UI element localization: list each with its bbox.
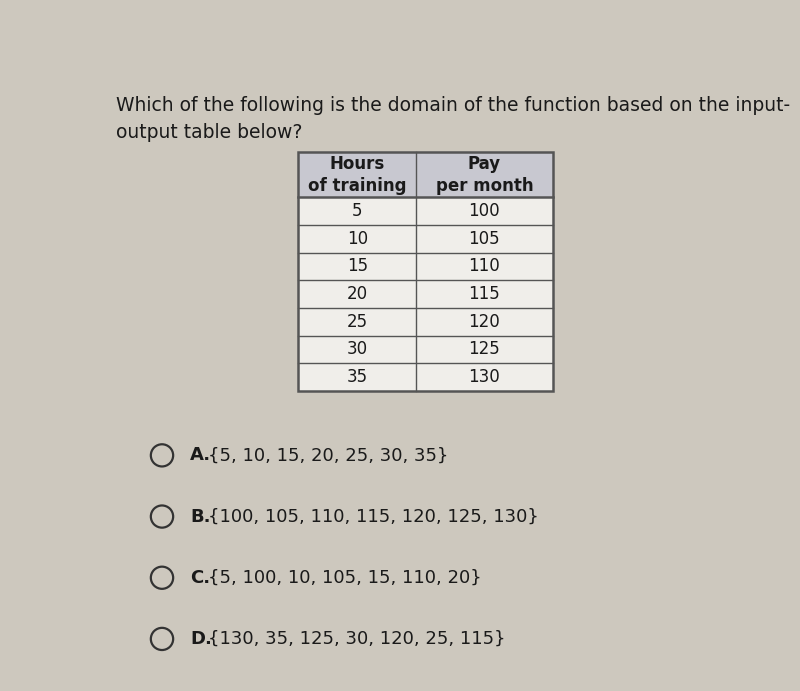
Text: D.: D. <box>190 630 212 648</box>
Bar <box>298 336 553 363</box>
Text: {100, 105, 110, 115, 120, 125, 130}: {100, 105, 110, 115, 120, 125, 130} <box>209 508 539 526</box>
Text: 110: 110 <box>469 258 500 276</box>
Bar <box>298 152 553 391</box>
Text: Pay
per month: Pay per month <box>435 155 534 195</box>
Text: 35: 35 <box>346 368 368 386</box>
Text: 25: 25 <box>346 313 368 331</box>
Text: 15: 15 <box>346 258 368 276</box>
Text: C.: C. <box>190 569 210 587</box>
Text: Which of the following is the domain of the function based on the input-
output : Which of the following is the domain of … <box>115 96 790 142</box>
Text: 20: 20 <box>346 285 368 303</box>
Bar <box>298 281 553 308</box>
Text: Hours
of training: Hours of training <box>308 155 406 195</box>
Text: {5, 10, 15, 20, 25, 30, 35}: {5, 10, 15, 20, 25, 30, 35} <box>209 446 449 464</box>
Text: 30: 30 <box>346 341 368 359</box>
Bar <box>298 225 553 253</box>
Text: 130: 130 <box>469 368 500 386</box>
Text: 120: 120 <box>469 313 500 331</box>
Text: 10: 10 <box>346 230 368 248</box>
Text: 5: 5 <box>352 202 362 220</box>
Text: 105: 105 <box>469 230 500 248</box>
Text: A.: A. <box>190 446 211 464</box>
Text: 100: 100 <box>469 202 500 220</box>
Text: 115: 115 <box>469 285 500 303</box>
Bar <box>298 152 553 198</box>
Bar <box>298 198 553 225</box>
Text: {130, 35, 125, 30, 120, 25, 115}: {130, 35, 125, 30, 120, 25, 115} <box>209 630 506 648</box>
Bar <box>298 363 553 391</box>
Bar <box>298 308 553 336</box>
Text: B.: B. <box>190 508 210 526</box>
Text: {5, 100, 10, 105, 15, 110, 20}: {5, 100, 10, 105, 15, 110, 20} <box>209 569 482 587</box>
Bar <box>298 253 553 281</box>
Text: 125: 125 <box>469 341 500 359</box>
